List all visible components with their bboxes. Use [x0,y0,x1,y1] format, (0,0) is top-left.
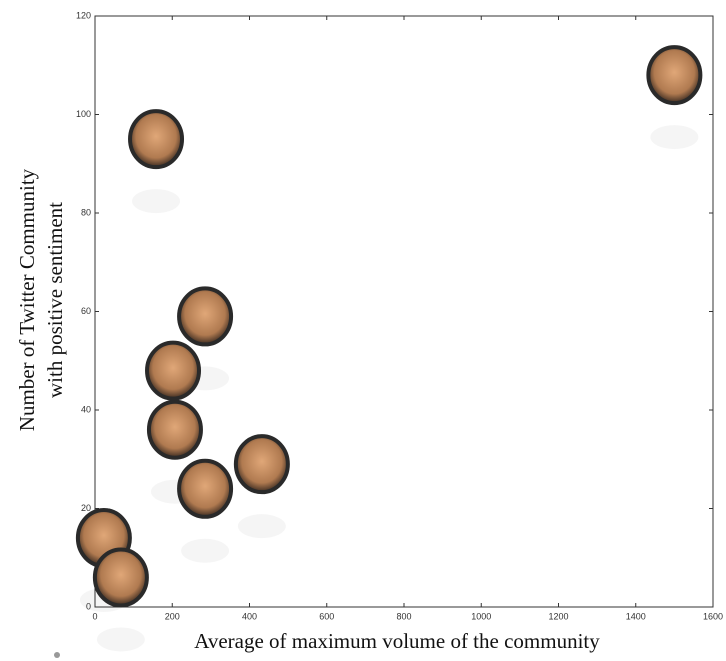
y-tick-label: 40 [81,404,91,414]
decoration-dot [54,652,60,658]
x-tick-label: 1600 [703,611,723,621]
x-tick-label: 1200 [548,611,568,621]
face-marker [145,340,202,401]
y-tick-label: 60 [81,306,91,316]
y-tick-label: 120 [76,10,91,20]
face-marker [92,547,149,608]
face-marker [646,45,703,106]
y-tick-label: 100 [76,109,91,119]
face-marker [128,109,185,170]
x-tick-label: 0 [92,611,97,621]
x-tick-label: 1000 [471,611,491,621]
y-axis-label: with positive sentiment [43,202,67,398]
marker-shadow [237,514,286,539]
x-tick-label: 800 [396,611,411,621]
face-marker [177,286,234,347]
y-tick-label: 80 [81,207,91,217]
marker-shadow [96,627,145,652]
face-marker [146,399,203,460]
y-tick-label: 0 [86,601,91,611]
marker-shadow [650,125,699,150]
x-tick-label: 600 [319,611,334,621]
y-axis-label: Number of Twitter Community [15,168,39,431]
y-tick-label: 20 [81,503,91,513]
x-axis-label: Average of maximum volume of the communi… [194,629,600,653]
marker-shadow [181,538,230,563]
face-marker [177,458,234,519]
face-marker [233,434,290,495]
x-tick-label: 1400 [626,611,646,621]
marker-shadow [132,189,181,214]
x-tick-label: 200 [165,611,180,621]
x-tick-label: 400 [242,611,257,621]
